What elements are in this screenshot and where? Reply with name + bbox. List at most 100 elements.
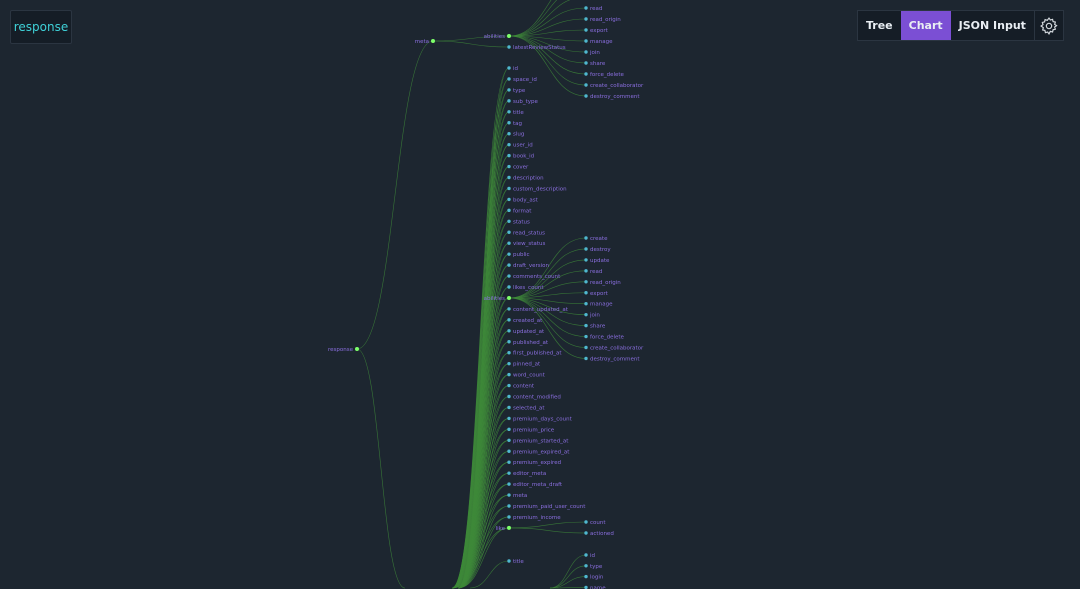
tab-tree[interactable]: Tree — [866, 19, 893, 32]
tree-node-leaf[interactable]: slug — [507, 132, 524, 138]
node-label: share — [590, 61, 606, 67]
tree-node-leaf[interactable]: premium_expired — [507, 460, 561, 466]
tree-node-leaf[interactable]: likes_count — [507, 285, 544, 291]
tree-node-parent[interactable]: response — [328, 347, 359, 353]
tree-node-leaf[interactable]: editor_meta_draft — [507, 482, 563, 488]
tree-node-leaf[interactable]: created_at — [507, 318, 543, 324]
tree-node-leaf[interactable]: draft_version — [507, 263, 550, 269]
node-dot — [507, 559, 511, 563]
tab-json-input[interactable]: JSON Input — [958, 19, 1026, 32]
tree-node-leaf[interactable]: cover — [507, 165, 529, 171]
tree-node-leaf[interactable]: content — [507, 384, 535, 390]
tree-node-leaf[interactable]: public — [507, 252, 530, 258]
tree-node-leaf[interactable]: content_updated_at — [507, 307, 569, 313]
tree-node-leaf[interactable]: join — [584, 50, 600, 56]
tree-node-leaf[interactable]: selected_at — [507, 405, 545, 411]
tree-link — [508, 18, 587, 37]
tree-node-leaf[interactable]: count — [584, 520, 606, 526]
tree-link — [457, 516, 510, 589]
tree-node-leaf[interactable]: space_id — [507, 77, 537, 83]
tree-node-leaf[interactable]: read — [584, 269, 602, 275]
tree-node-leaf[interactable]: first_published_at — [507, 351, 562, 357]
tree-node-leaf[interactable]: destroy — [584, 247, 611, 253]
tree-node-leaf[interactable]: login — [584, 575, 604, 581]
tree-node-leaf[interactable]: word_count — [507, 372, 546, 379]
tree-node-parent[interactable]: meta — [415, 39, 435, 45]
node-label: space_id — [513, 77, 537, 83]
tree-node-leaf[interactable]: status — [507, 219, 530, 225]
tree-node-leaf[interactable]: title — [507, 559, 524, 565]
tree-node-parent[interactable]: abilities — [484, 295, 511, 302]
tree-node-leaf[interactable]: create — [584, 236, 608, 242]
node-dot — [584, 574, 588, 579]
node-label: update — [590, 0, 610, 1]
tree-node-leaf[interactable]: type — [584, 564, 603, 570]
tree-node-leaf[interactable]: comments_count — [507, 274, 561, 280]
tree-link — [549, 565, 587, 589]
tree-node-leaf[interactable]: premium_price — [507, 427, 555, 433]
node-dot — [584, 94, 588, 98]
tree-node-leaf[interactable]: id — [584, 553, 595, 559]
tree-node-leaf[interactable]: create_collaborator — [584, 346, 644, 352]
node-dot — [507, 372, 511, 377]
node-dot — [431, 39, 435, 43]
tab-chart[interactable]: Chart — [900, 11, 951, 40]
tree-node-leaf[interactable]: view_status — [507, 241, 545, 247]
tree-node-leaf[interactable]: read — [584, 6, 602, 12]
tree-node-leaf[interactable]: body_ast — [507, 197, 539, 203]
tree-node-leaf[interactable]: share — [584, 61, 606, 67]
tree-link — [549, 587, 587, 589]
tree-node-leaf[interactable]: join — [584, 313, 600, 319]
tree-node-leaf[interactable]: premium_days_count — [507, 416, 573, 422]
tree-node-parent[interactable]: abilities — [484, 34, 511, 40]
tree-node-leaf[interactable]: format — [507, 208, 532, 214]
tree-node-leaf[interactable]: actioned — [584, 531, 614, 537]
tree-node-leaf[interactable]: manage — [584, 39, 613, 45]
tree-node-leaf[interactable]: pinned_at — [507, 362, 541, 368]
tree-node-leaf[interactable]: description — [507, 176, 544, 182]
tree-node-leaf[interactable]: read_origin — [584, 17, 621, 23]
tree-node-leaf[interactable]: read_status — [507, 230, 545, 236]
tree-node-leaf[interactable]: export — [584, 291, 609, 297]
node-label: tag — [513, 121, 522, 127]
tree-node-leaf[interactable]: share — [584, 324, 606, 330]
tree-node-leaf[interactable]: content_modified — [507, 395, 561, 401]
tree-node-leaf[interactable]: book_id — [507, 154, 534, 160]
tree-node-leaf[interactable]: tag — [507, 121, 522, 127]
tree-node-leaf[interactable]: read_origin — [584, 280, 621, 286]
tree-node-leaf[interactable]: published_at — [507, 340, 549, 346]
tree-node-leaf[interactable]: premium_income — [507, 515, 561, 521]
tree-node-leaf[interactable]: create_collaborator — [584, 83, 644, 89]
tree-node-leaf[interactable]: premium_paid_user_count — [507, 504, 586, 510]
tree-node-leaf[interactable]: force_delete — [584, 335, 625, 341]
tree-node-leaf[interactable]: manage — [584, 302, 613, 308]
node-dot — [507, 405, 511, 410]
node-label: premium_price — [513, 427, 555, 433]
tree-node-leaf[interactable]: update — [584, 0, 610, 1]
tree-node-leaf[interactable]: id — [507, 66, 518, 72]
tree-node-leaf[interactable]: premium_started_at — [507, 438, 569, 444]
tree-node-leaf[interactable]: update — [584, 258, 610, 264]
tree-node-leaf[interactable]: sub_type — [507, 99, 538, 105]
tree-node-leaf[interactable]: title — [507, 110, 524, 116]
tree-node-leaf[interactable]: destroy_comment — [584, 94, 640, 100]
node-label: view_status — [513, 241, 545, 247]
tree-node-leaf[interactable]: name — [584, 585, 606, 589]
tree-node-leaf[interactable]: custom_description — [507, 186, 567, 192]
tree-node-leaf[interactable]: export — [584, 28, 609, 34]
tree-link — [508, 0, 557, 37]
node-dot — [584, 302, 588, 306]
node-label: slug — [513, 132, 524, 138]
tree-node-leaf[interactable]: destroy_comment — [584, 356, 640, 362]
tree-node-leaf[interactable]: premium_expired_at — [507, 449, 570, 455]
tree-node-leaf[interactable]: editor_meta — [507, 471, 546, 477]
tree-node-leaf[interactable]: force_delete — [584, 72, 625, 78]
settings-button[interactable] — [1033, 11, 1063, 40]
tree-node-leaf[interactable]: updated_at — [507, 329, 545, 335]
node-dot — [507, 34, 511, 38]
tree-node-parent[interactable]: like — [496, 525, 511, 532]
tree-node-leaf[interactable]: meta — [507, 493, 527, 499]
tree-node-leaf[interactable]: latestReviewStatus — [507, 45, 566, 51]
tree-node-leaf[interactable]: type — [507, 88, 526, 94]
tree-node-leaf[interactable]: user_id — [507, 143, 533, 149]
